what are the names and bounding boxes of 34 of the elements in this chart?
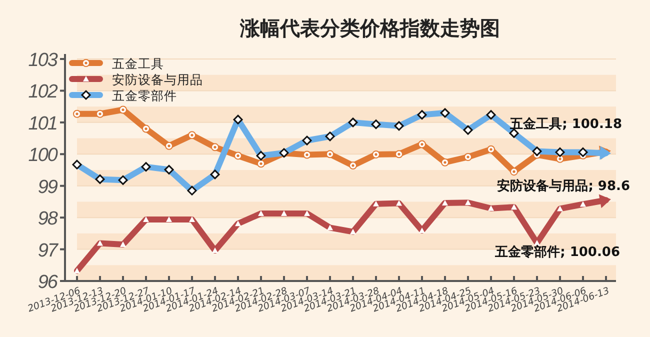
point bbox=[395, 150, 403, 158]
legend-label: 安防设备与用品 bbox=[112, 72, 203, 87]
point bbox=[464, 152, 472, 161]
point bbox=[142, 124, 150, 133]
point bbox=[487, 145, 495, 154]
point bbox=[211, 143, 219, 152]
y-tick-label: 98 bbox=[38, 208, 58, 230]
annotation: 五金零部件; 100.06 bbox=[494, 244, 620, 260]
point bbox=[257, 160, 265, 168]
point bbox=[372, 150, 380, 158]
annotation: 五金工具; 100.18 bbox=[509, 117, 622, 132]
legend-label: 五金零部件 bbox=[112, 88, 177, 103]
point bbox=[441, 158, 449, 166]
y-tick-label: 102 bbox=[28, 82, 58, 103]
point bbox=[510, 168, 518, 176]
y-tick-label: 99 bbox=[38, 176, 58, 198]
annotation: 安防设备与用品; 98.6 bbox=[497, 178, 630, 194]
point bbox=[303, 150, 311, 159]
y-tick-label: 96 bbox=[38, 272, 58, 293]
point bbox=[326, 150, 334, 158]
y-tick-label: 103 bbox=[28, 50, 58, 71]
point bbox=[165, 142, 173, 150]
y-tick-label: 101 bbox=[28, 113, 57, 134]
point bbox=[349, 162, 357, 170]
y-tick-label: 97 bbox=[38, 240, 60, 262]
chart-title: 涨幅代表分类价格指数走势图 bbox=[239, 16, 500, 40]
point bbox=[418, 140, 426, 148]
point bbox=[234, 152, 242, 160]
legend-label: 五金工具 bbox=[112, 56, 164, 71]
point bbox=[73, 110, 81, 118]
y-tick-label: 100 bbox=[28, 145, 58, 166]
point bbox=[96, 110, 104, 118]
point bbox=[188, 131, 196, 140]
point bbox=[119, 106, 127, 114]
